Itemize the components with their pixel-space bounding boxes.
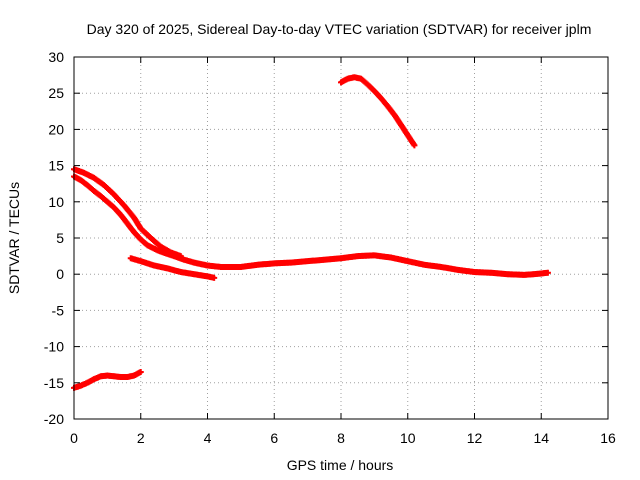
y-axis-label: SDTVAR / TECUs: [6, 182, 22, 294]
x-axis-label: GPS time / hours: [287, 457, 394, 473]
axis-ticks: 0 2 4 6 8 10 12 14 16 -20 -15 -10 -5 0 5 10 15 20 25 30: [44, 49, 616, 446]
y-tick-label: 0: [56, 266, 64, 282]
y-tick-label: 5: [56, 230, 64, 246]
x-tick-label: 16: [600, 430, 616, 446]
y-tick-label: 10: [48, 194, 64, 210]
data-points: [71, 74, 551, 391]
y-tick-label: 20: [48, 121, 64, 137]
x-tick-label: 14: [533, 430, 549, 446]
y-tick-label: 15: [48, 158, 64, 174]
x-tick-label: 0: [70, 430, 78, 446]
data-point-fill: [543, 269, 550, 276]
x-tick-label: 4: [204, 430, 212, 446]
y-tick-label: -5: [52, 302, 65, 318]
data-point-fill: [410, 141, 417, 148]
x-tick-label: 10: [400, 430, 416, 446]
y-tick-label: 25: [48, 85, 64, 101]
series-track-3: [127, 255, 218, 281]
x-tick-label: 8: [337, 430, 345, 446]
x-tick-label: 2: [137, 430, 145, 446]
series-track-2: [71, 166, 184, 260]
y-tick-label: -10: [44, 339, 64, 355]
y-tick-label: -20: [44, 411, 64, 427]
data-point-fill: [209, 274, 216, 281]
x-tick-label: 6: [270, 430, 278, 446]
series-track-4: [338, 74, 418, 149]
gridlines: [74, 57, 608, 419]
y-tick-label: 30: [48, 49, 64, 65]
y-tick-label: -15: [44, 375, 64, 391]
x-tick-label: 12: [467, 430, 483, 446]
data-point-fill: [136, 369, 143, 376]
chart-title: Day 320 of 2025, Sidereal Day-to-day VTE…: [87, 21, 592, 37]
series-track-5: [71, 368, 144, 391]
data-point-fill: [176, 252, 183, 259]
